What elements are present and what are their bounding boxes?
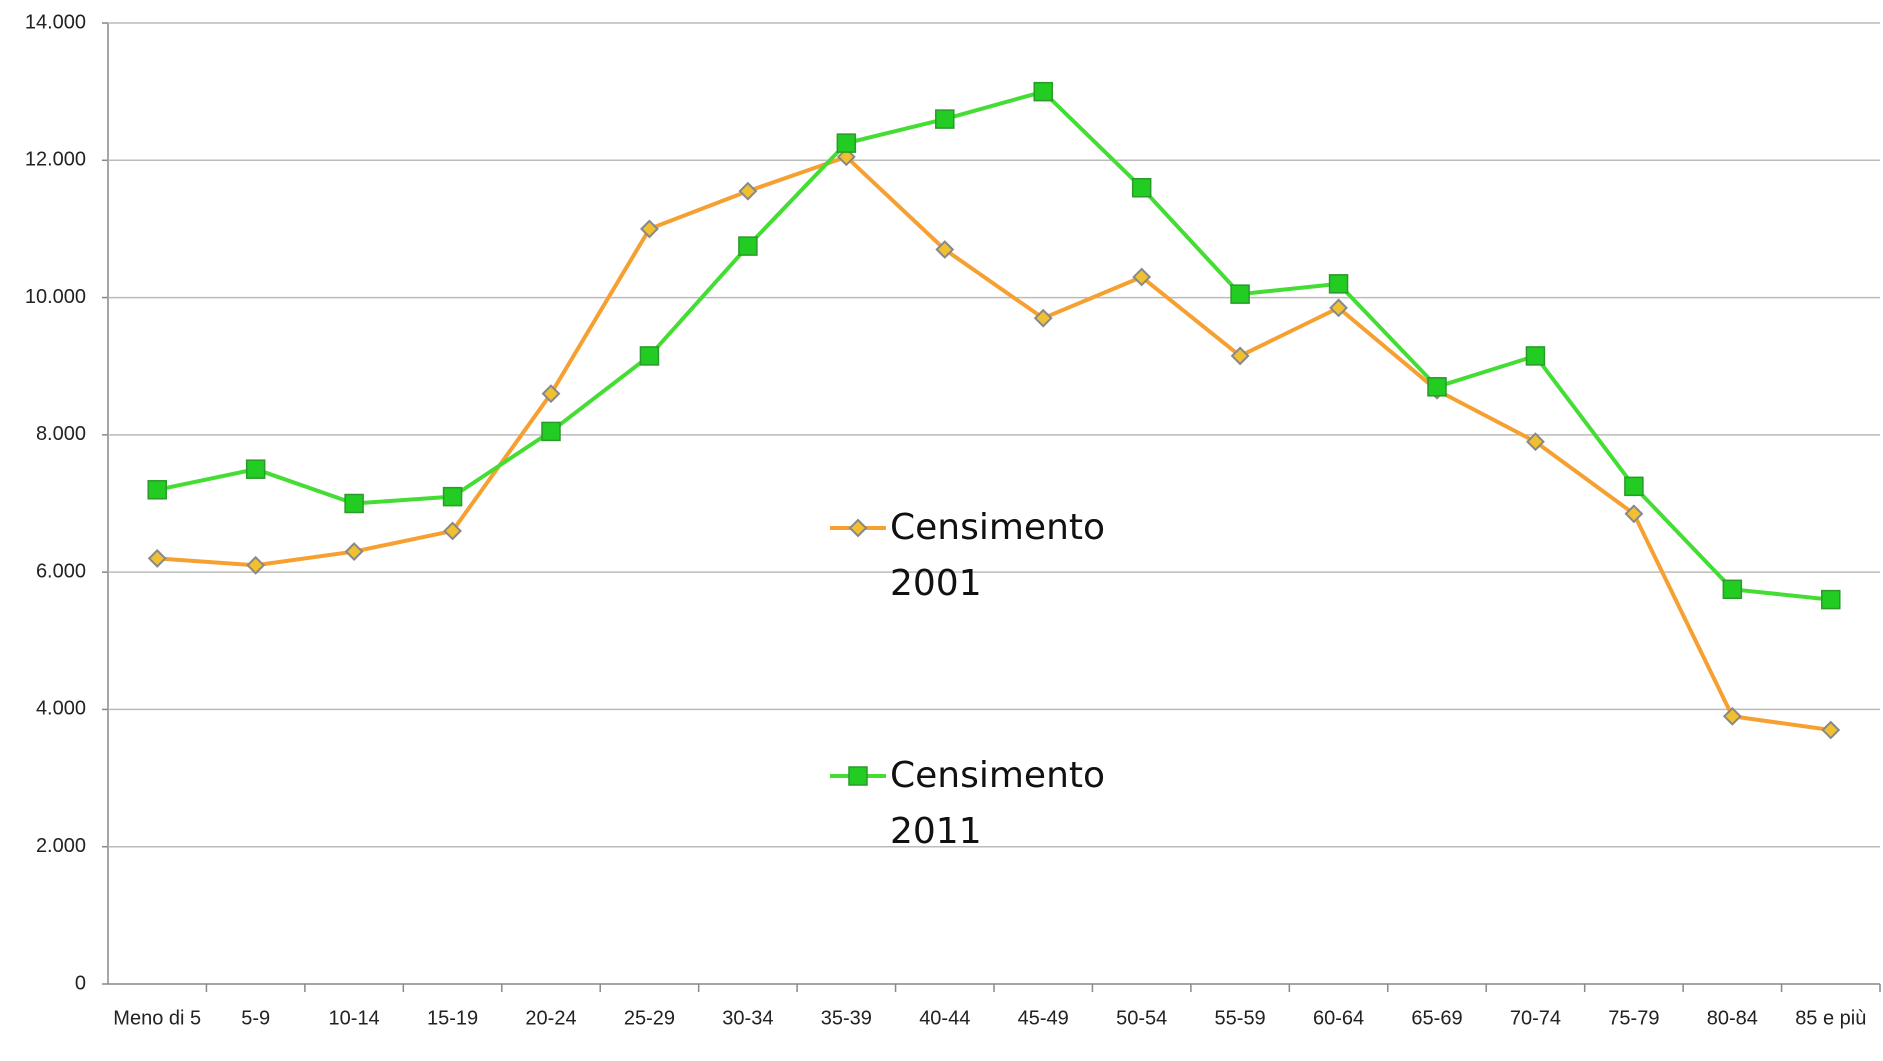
marker [344,542,364,561]
marker [246,555,266,575]
marker [738,236,758,256]
marker [443,521,462,541]
x-tick-label: 60-64 [1313,1007,1364,1029]
marker [1525,346,1546,366]
marker [541,384,561,404]
y-tick-label: 0 [75,972,86,994]
x-tick-label: 30-34 [722,1007,773,1029]
x-tick-label: 80-84 [1707,1007,1758,1029]
x-tick-label: 75-79 [1608,1007,1659,1029]
marker [1624,504,1644,524]
y-tick-label: 8.000 [36,423,86,445]
marker [1230,284,1250,304]
x-tick-label: 55-59 [1215,1007,1266,1029]
marker [1131,177,1152,198]
marker [1821,589,1841,610]
marker [245,459,266,479]
marker [1033,81,1053,102]
marker [640,219,659,239]
x-tick-label: 50-54 [1116,1007,1167,1029]
marker [541,421,561,442]
marker [442,486,463,507]
x-tick-label: 45-49 [1018,1007,1069,1029]
marker [848,518,868,538]
marker [836,133,857,153]
marker [935,109,955,129]
marker [1132,267,1152,287]
y-tick-label: 2.000 [36,835,86,857]
y-tick-label: 12.000 [25,149,86,171]
marker [1328,274,1349,294]
marker [1033,308,1053,328]
y-tick-label: 6.000 [36,560,86,582]
x-tick-label: 40-44 [919,1007,970,1029]
marker [848,766,868,786]
x-tick-label: 20-24 [525,1007,576,1029]
x-tick-label: 5-9 [241,1007,270,1029]
marker [639,346,660,366]
series-line [156,89,1831,602]
x-tick-label: Meno di 5 [113,1007,201,1029]
x-tick-label: 35-39 [821,1007,872,1029]
marker [935,240,955,259]
marker [1821,720,1841,740]
marker [147,548,167,568]
marker [1722,706,1742,726]
x-tick-label: 25-29 [624,1007,675,1029]
series-line [157,154,1832,733]
marker [1526,432,1545,452]
x-tick-label: 70-74 [1510,1007,1561,1029]
marker [1722,579,1743,600]
y-tick-label: 14.000 [25,11,86,33]
x-tick-label: 10-14 [329,1007,380,1029]
marker [1329,298,1348,318]
marker [147,480,167,500]
x-tick-label: 65-69 [1411,1007,1462,1029]
marker [1427,377,1447,397]
marker [344,493,364,514]
x-tick-label: 85 e più [1795,1007,1866,1029]
y-tick-label: 4.000 [36,698,86,720]
legend-label: Censimento 2001 [890,507,1106,604]
x-tick-label: 15-19 [427,1007,478,1029]
marker [1624,476,1644,497]
legend-label: Censimento 2011 [890,755,1106,852]
marker [738,181,758,201]
marker [1230,346,1250,366]
y-tick-label: 10.000 [25,286,86,308]
